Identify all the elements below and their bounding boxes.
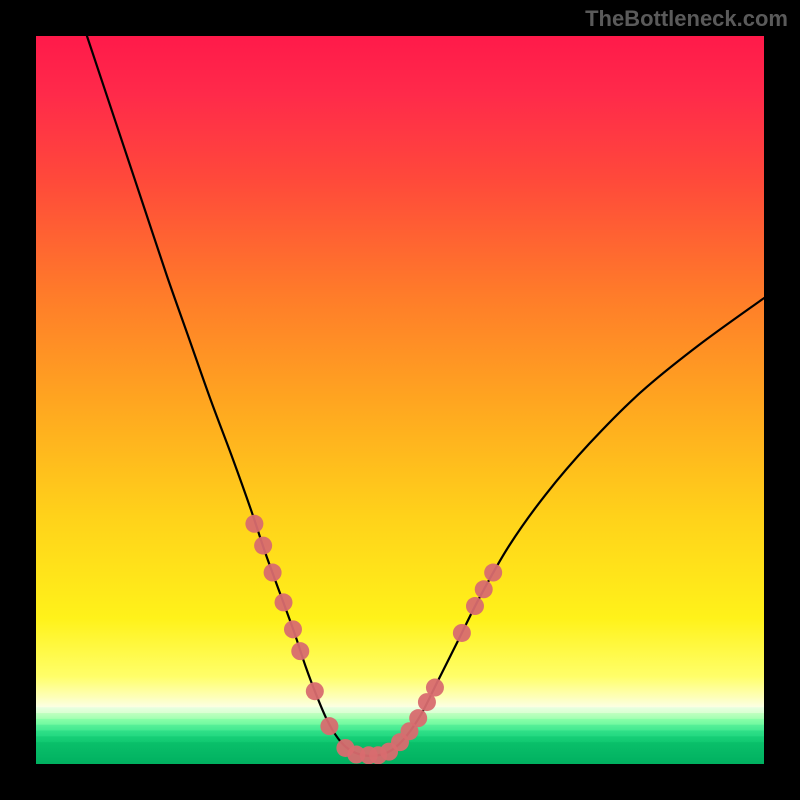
data-marker (264, 564, 282, 582)
data-marker (453, 624, 471, 642)
gradient-band (36, 36, 764, 95)
gradient-band (36, 698, 764, 707)
data-marker (284, 620, 302, 638)
gradient-band (36, 94, 764, 182)
gradient-band (36, 707, 764, 713)
gradient-band (36, 725, 764, 731)
data-marker (275, 593, 293, 611)
data-marker (306, 682, 324, 700)
data-marker (484, 564, 502, 582)
data-marker (409, 709, 427, 727)
gradient-band (36, 713, 764, 719)
gradient-band (36, 516, 764, 618)
data-marker (475, 580, 493, 598)
gradient-band (36, 719, 764, 725)
gradient-band (36, 618, 764, 677)
data-marker (291, 642, 309, 660)
chart-container: TheBottleneck.com (0, 0, 800, 800)
data-marker (320, 717, 338, 735)
data-marker (426, 679, 444, 697)
gradient-band (36, 677, 764, 699)
data-marker (254, 537, 272, 555)
gradient-band (36, 182, 764, 292)
data-marker (245, 515, 263, 533)
watermark-text: TheBottleneck.com (585, 6, 788, 32)
gradient-band (36, 400, 764, 517)
plot-svg (36, 36, 764, 764)
data-marker (466, 597, 484, 615)
gradient-band (36, 291, 764, 401)
